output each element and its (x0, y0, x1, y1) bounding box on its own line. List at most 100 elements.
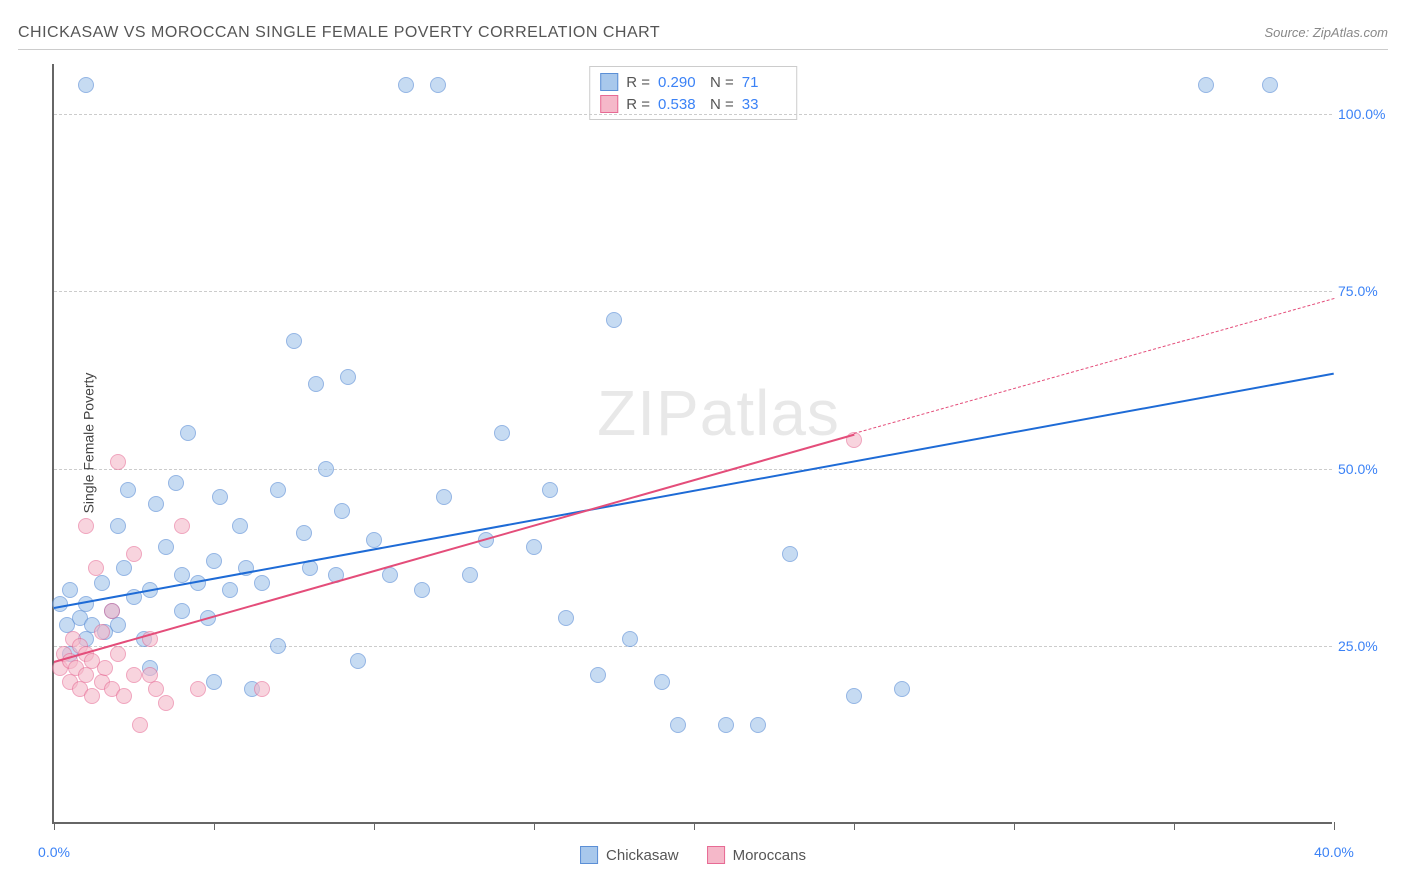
scatter-point-chickasaw (366, 532, 382, 548)
scatter-point-chickasaw (94, 575, 110, 591)
scatter-point-chickasaw (158, 539, 174, 555)
scatter-point-chickasaw (148, 496, 164, 512)
scatter-point-chickasaw (526, 539, 542, 555)
scatter-point-chickasaw (318, 461, 334, 477)
scatter-point-moroccans (174, 518, 190, 534)
scatter-point-chickasaw (846, 688, 862, 704)
watermark: ZIPatlas (597, 376, 840, 450)
scatter-point-chickasaw (350, 653, 366, 669)
scatter-point-chickasaw (110, 617, 126, 633)
stat-r-label: R = (626, 96, 650, 113)
scatter-point-chickasaw (670, 717, 686, 733)
scatter-point-chickasaw (334, 503, 350, 519)
legend-swatch (707, 846, 725, 864)
gridline-h (54, 469, 1332, 470)
scatter-point-chickasaw (180, 425, 196, 441)
gridline-h (54, 114, 1332, 115)
scatter-point-chickasaw (120, 482, 136, 498)
x-tick (1014, 822, 1015, 830)
scatter-point-chickasaw (116, 560, 132, 576)
scatter-point-moroccans (158, 695, 174, 711)
y-axis-label: Single Female Poverty (80, 373, 96, 514)
legend-swatch (600, 95, 618, 113)
stat-n-label: N = (710, 74, 734, 91)
stat-n-value: 33 (742, 96, 786, 113)
scatter-point-chickasaw (222, 582, 238, 598)
scatter-point-chickasaw (558, 610, 574, 626)
scatter-point-chickasaw (286, 333, 302, 349)
legend-swatch (580, 846, 598, 864)
x-tick-label: 40.0% (1314, 844, 1354, 860)
scatter-point-chickasaw (110, 518, 126, 534)
scatter-point-chickasaw (270, 638, 286, 654)
bottom-legend: ChickasawMoroccans (580, 846, 806, 864)
y-tick-label: 75.0% (1338, 283, 1390, 299)
scatter-point-chickasaw (782, 546, 798, 562)
scatter-point-moroccans (116, 688, 132, 704)
stat-n-value: 71 (742, 74, 786, 91)
stats-row-chickasaw: R = 0.290 N = 71 (600, 71, 786, 93)
title-bar: CHICKASAW VS MOROCCAN SINGLE FEMALE POVE… (18, 22, 1388, 50)
scatter-point-moroccans (84, 688, 100, 704)
scatter-point-chickasaw (62, 582, 78, 598)
stats-row-moroccans: R = 0.538 N = 33 (600, 93, 786, 115)
y-tick-label: 25.0% (1338, 638, 1390, 654)
chart-title: CHICKASAW VS MOROCCAN SINGLE FEMALE POVE… (18, 24, 660, 42)
scatter-point-chickasaw (436, 489, 452, 505)
scatter-point-moroccans (126, 667, 142, 683)
scatter-point-chickasaw (542, 482, 558, 498)
stat-r-value: 0.290 (658, 74, 702, 91)
x-tick (854, 822, 855, 830)
x-tick (214, 822, 215, 830)
scatter-point-chickasaw (894, 681, 910, 697)
source-label: Source: ZipAtlas.com (1264, 25, 1388, 40)
scatter-point-chickasaw (168, 475, 184, 491)
x-tick (54, 822, 55, 830)
y-tick-label: 50.0% (1338, 461, 1390, 477)
scatter-point-chickasaw (296, 525, 312, 541)
scatter-point-chickasaw (398, 77, 414, 93)
stat-n-label: N = (710, 96, 734, 113)
scatter-point-chickasaw (270, 482, 286, 498)
scatter-point-chickasaw (430, 77, 446, 93)
scatter-point-chickasaw (494, 425, 510, 441)
stat-r-label: R = (626, 74, 650, 91)
legend-label: Moroccans (733, 847, 806, 864)
scatter-point-chickasaw (590, 667, 606, 683)
x-tick (374, 822, 375, 830)
scatter-point-chickasaw (654, 674, 670, 690)
scatter-point-chickasaw (462, 567, 478, 583)
gridline-h (54, 291, 1332, 292)
x-tick (694, 822, 695, 830)
scatter-point-chickasaw (1262, 77, 1278, 93)
scatter-point-moroccans (254, 681, 270, 697)
gridline-h (54, 646, 1332, 647)
scatter-point-chickasaw (750, 717, 766, 733)
scatter-point-chickasaw (232, 518, 248, 534)
scatter-point-chickasaw (174, 567, 190, 583)
scatter-point-chickasaw (308, 376, 324, 392)
scatter-point-chickasaw (414, 582, 430, 598)
stat-r-value: 0.538 (658, 96, 702, 113)
chart-container: CHICKASAW VS MOROCCAN SINGLE FEMALE POVE… (0, 0, 1406, 892)
scatter-point-chickasaw (206, 674, 222, 690)
scatter-point-chickasaw (622, 631, 638, 647)
scatter-point-moroccans (104, 603, 120, 619)
scatter-point-moroccans (78, 667, 94, 683)
x-tick (534, 822, 535, 830)
y-tick-label: 100.0% (1338, 106, 1390, 122)
scatter-point-moroccans (126, 546, 142, 562)
regression-line-chickasaw (54, 373, 1334, 609)
scatter-point-chickasaw (212, 489, 228, 505)
scatter-point-chickasaw (254, 575, 270, 591)
scatter-point-chickasaw (382, 567, 398, 583)
scatter-point-chickasaw (206, 553, 222, 569)
scatter-point-chickasaw (340, 369, 356, 385)
x-tick-label: 0.0% (38, 844, 70, 860)
x-tick (1174, 822, 1175, 830)
scatter-point-chickasaw (718, 717, 734, 733)
scatter-point-moroccans (148, 681, 164, 697)
scatter-point-moroccans (97, 660, 113, 676)
legend-swatch (600, 73, 618, 91)
regression-extension-moroccans (854, 298, 1334, 434)
